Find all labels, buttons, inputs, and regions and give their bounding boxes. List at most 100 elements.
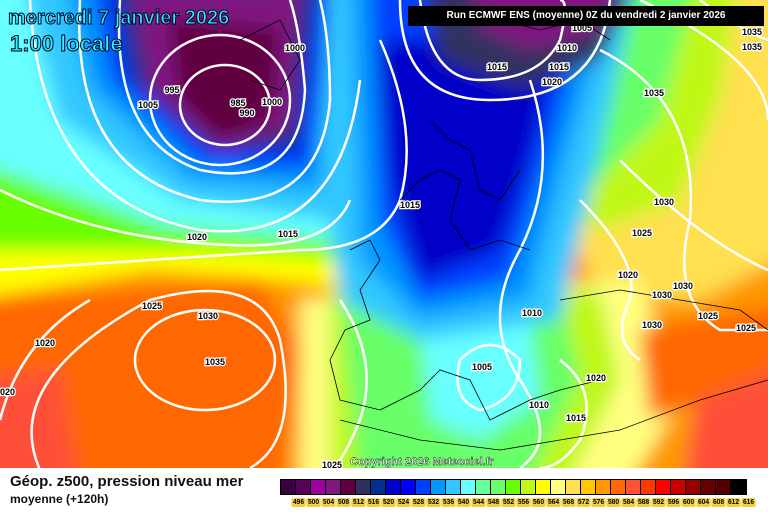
isobar-label: 1035 bbox=[742, 42, 762, 52]
legend-label: 532 bbox=[426, 498, 441, 507]
forecast-date: mercredi 7 janvier 2026 bbox=[7, 7, 230, 30]
legend-swatch bbox=[731, 480, 746, 494]
isobar-label: 1020 bbox=[586, 373, 606, 383]
legend-label: 568 bbox=[561, 498, 576, 507]
isobar-label: 1025 bbox=[736, 323, 756, 333]
isobar-label: 1015 bbox=[278, 229, 298, 239]
legend-label: 576 bbox=[591, 498, 606, 507]
copyright: Copyright 2026 Meteociel.fr bbox=[350, 456, 494, 468]
legend-swatch bbox=[521, 480, 536, 494]
isobar-label: 1015 bbox=[566, 413, 586, 423]
isobar-label: 1010 bbox=[557, 43, 577, 53]
legend-swatch bbox=[566, 480, 581, 494]
isobar-label: 1025 bbox=[698, 311, 718, 321]
legend-label: 520 bbox=[381, 498, 396, 507]
legend-label: 540 bbox=[456, 498, 471, 507]
forecast-time: 1:00 locale bbox=[10, 31, 124, 57]
legend-swatch bbox=[506, 480, 521, 494]
legend-swatch bbox=[461, 480, 476, 494]
isobar-label: 1025 bbox=[142, 301, 162, 311]
isobar-label: 1035 bbox=[644, 88, 664, 98]
run-info: Run ECMWF ENS (moyenne) 0Z du vendredi 2… bbox=[408, 6, 764, 26]
legend-label: 544 bbox=[471, 498, 486, 507]
isobar-label: 990 bbox=[239, 108, 254, 118]
legend-swatch bbox=[491, 480, 506, 494]
legend-swatch bbox=[626, 480, 641, 494]
isobar-label: 1030 bbox=[652, 290, 672, 300]
legend-swatch bbox=[296, 480, 311, 494]
legend-label: 584 bbox=[621, 498, 636, 507]
legend-label: 580 bbox=[606, 498, 621, 507]
legend-label: 612 bbox=[726, 498, 741, 507]
legend-swatch bbox=[446, 480, 461, 494]
isobar-label: 1010 bbox=[529, 400, 549, 410]
isobar-label: 1030 bbox=[642, 320, 662, 330]
legend-swatch bbox=[356, 480, 371, 494]
legend-swatch bbox=[371, 480, 386, 494]
isobar-label: 1020 bbox=[35, 338, 55, 348]
isobar-label: 1020 bbox=[542, 77, 562, 87]
legend-label: 512 bbox=[351, 498, 366, 507]
isobars bbox=[0, 0, 768, 468]
map-subtitle: moyenne (+120h) bbox=[10, 492, 109, 506]
color-legend bbox=[280, 479, 747, 495]
legend-swatch bbox=[581, 480, 596, 494]
legend-swatch bbox=[686, 480, 701, 494]
legend-swatch bbox=[476, 480, 491, 494]
legend-label: 508 bbox=[336, 498, 351, 507]
legend-swatch bbox=[431, 480, 446, 494]
legend-swatch bbox=[326, 480, 341, 494]
footer: Géop. z500, pression niveau mer moyenne … bbox=[0, 468, 768, 512]
legend-label: 600 bbox=[681, 498, 696, 507]
isobar-label: 1010 bbox=[522, 308, 542, 318]
legend-label: 500 bbox=[306, 498, 321, 507]
legend-label: 528 bbox=[411, 498, 426, 507]
legend-swatch bbox=[671, 480, 686, 494]
legend-swatch bbox=[341, 480, 356, 494]
legend-label: 608 bbox=[711, 498, 726, 507]
isobar-label: 1020 bbox=[0, 387, 15, 397]
legend-label: 548 bbox=[486, 498, 501, 507]
color-legend-labels: 496 500 504 508 512 516 520 524 528 532 536 540 544 5… bbox=[291, 498, 756, 507]
legend-swatch bbox=[641, 480, 656, 494]
coastlines bbox=[239, 19, 768, 451]
legend-label: 572 bbox=[576, 498, 591, 507]
legend-label: 596 bbox=[666, 498, 681, 507]
isobar-label: 1035 bbox=[205, 357, 225, 367]
legend-swatch bbox=[386, 480, 401, 494]
legend-label: 588 bbox=[636, 498, 651, 507]
isobar-label: 1025 bbox=[632, 228, 652, 238]
isobar-label: 1025 bbox=[322, 460, 342, 468]
legend-label: 536 bbox=[441, 498, 456, 507]
legend-swatch bbox=[401, 480, 416, 494]
legend-swatch bbox=[416, 480, 431, 494]
legend-label: 616 bbox=[741, 498, 756, 507]
isobar-label: 995 bbox=[164, 85, 179, 95]
legend-label: 504 bbox=[321, 498, 336, 507]
legend-label: 564 bbox=[546, 498, 561, 507]
isobar-label: 1035 bbox=[742, 27, 762, 37]
weather-map: 1005 995 985 990 1000 1000 1010 1005 1015 1015 102… bbox=[0, 0, 768, 468]
legend-swatch bbox=[701, 480, 716, 494]
legend-label: 592 bbox=[651, 498, 666, 507]
isobar-label: 1020 bbox=[187, 232, 207, 242]
map-title: Géop. z500, pression niveau mer bbox=[10, 473, 244, 490]
isobar-label: 1020 bbox=[618, 270, 638, 280]
legend-label: 524 bbox=[396, 498, 411, 507]
isobar-label: 1000 bbox=[285, 43, 305, 53]
isobar-label: 1015 bbox=[487, 62, 507, 72]
legend-label: 560 bbox=[531, 498, 546, 507]
isobar-label: 1030 bbox=[673, 281, 693, 291]
isobar-label: 1005 bbox=[138, 100, 158, 110]
legend-swatch bbox=[716, 480, 731, 494]
legend-label: 496 bbox=[291, 498, 306, 507]
legend-swatch bbox=[611, 480, 626, 494]
legend-label: 516 bbox=[366, 498, 381, 507]
legend-label: 552 bbox=[501, 498, 516, 507]
isobar-label: 1015 bbox=[400, 200, 420, 210]
isobar-label: 1015 bbox=[549, 62, 569, 72]
isobar-label: 1030 bbox=[198, 311, 218, 321]
isobar-label: 1005 bbox=[472, 362, 492, 372]
legend-label: 556 bbox=[516, 498, 531, 507]
